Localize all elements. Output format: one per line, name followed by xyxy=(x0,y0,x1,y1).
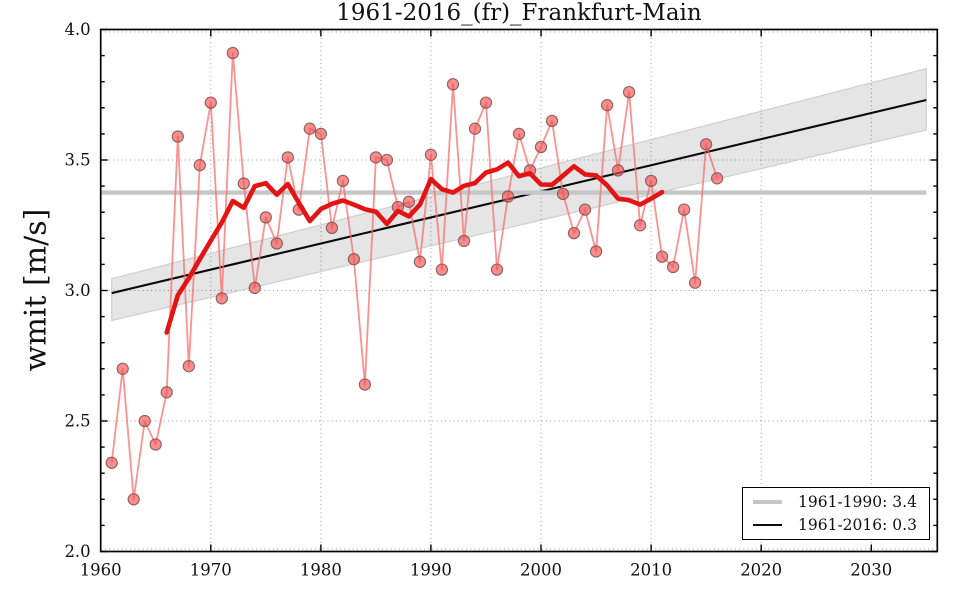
data-point xyxy=(116,362,129,375)
data-point xyxy=(380,153,394,167)
data-point xyxy=(402,195,416,208)
y-tick-label: 2.5 xyxy=(64,412,90,431)
x-tick-label: 1990 xyxy=(410,561,452,580)
data-point xyxy=(699,138,713,151)
data-point xyxy=(512,127,526,141)
data-point xyxy=(589,245,603,258)
data-point xyxy=(325,221,339,235)
data-point xyxy=(435,263,449,276)
data-point xyxy=(413,255,427,268)
data-point xyxy=(237,177,250,190)
data-point xyxy=(138,414,151,428)
data-point xyxy=(303,122,316,135)
x-tick-label: 2010 xyxy=(630,561,672,580)
data-point xyxy=(281,151,294,164)
data-point xyxy=(446,78,460,91)
data-point xyxy=(336,174,350,188)
x-tick-label: 2030 xyxy=(850,561,892,580)
y-tick-label: 4.0 xyxy=(64,20,90,39)
data-point xyxy=(710,172,724,185)
y-tick-label: 3.5 xyxy=(64,151,90,170)
data-point xyxy=(622,85,636,99)
data-point xyxy=(534,140,548,154)
data-point xyxy=(270,237,283,250)
data-point xyxy=(171,130,184,143)
data-point xyxy=(556,187,570,201)
data-point xyxy=(655,250,669,263)
trend-line xyxy=(111,98,927,295)
x-tick-label: 2000 xyxy=(520,561,562,580)
data-point xyxy=(600,99,614,112)
axis-ticks xyxy=(99,28,938,553)
chart-title: 1961-2016_(fr)_Frankfurt-Main xyxy=(336,0,702,26)
data-point xyxy=(248,281,261,295)
data-point xyxy=(545,114,559,128)
x-tick-label: 1960 xyxy=(80,561,122,580)
data-point xyxy=(633,219,647,232)
y-tick-label: 2.0 xyxy=(64,542,90,561)
data-point xyxy=(226,46,239,60)
data-point xyxy=(490,263,504,276)
legend-label-reference: 1961-1990: 3.4 xyxy=(798,493,917,511)
x-tick-labels: 1960 1970 1980 1990 2000 2010 2020 2030 xyxy=(80,561,893,580)
y-tick-label: 3.0 xyxy=(64,281,90,300)
data-point xyxy=(578,203,592,216)
data-point xyxy=(259,211,272,224)
data-point xyxy=(358,378,372,391)
x-tick-label: 2020 xyxy=(740,561,782,580)
annual-series-points xyxy=(105,46,724,506)
data-point xyxy=(567,226,581,240)
data-point xyxy=(369,151,383,164)
data-point xyxy=(644,174,658,188)
data-point xyxy=(127,493,140,506)
legend-item-trend: 1961-2016: 0.3 xyxy=(743,516,929,534)
x-tick-label: 1970 xyxy=(190,561,232,580)
data-point xyxy=(182,360,195,373)
data-point xyxy=(204,96,217,109)
data-point xyxy=(215,292,228,305)
legend: 1961-1990: 3.4 1961-2016: 0.3 xyxy=(742,487,930,540)
data-point xyxy=(677,203,691,216)
data-point xyxy=(666,260,680,274)
data-point xyxy=(105,456,118,469)
data-point xyxy=(424,148,438,161)
data-point xyxy=(457,234,471,248)
data-point xyxy=(149,438,162,451)
y-tick-labels: 2.0 2.5 3.0 3.5 4.0 xyxy=(64,20,90,561)
reference-line-swatch xyxy=(753,499,782,505)
data-point xyxy=(501,190,515,203)
data-point xyxy=(611,164,625,177)
trend-line-swatch xyxy=(753,523,782,527)
x-tick-label: 1980 xyxy=(300,561,342,580)
data-point xyxy=(314,127,328,141)
data-point xyxy=(160,386,173,399)
data-point xyxy=(193,159,206,172)
data-point xyxy=(688,276,702,289)
y-axis-label: wmit [m/s] xyxy=(18,208,54,372)
data-point xyxy=(468,122,482,135)
annual-series-line xyxy=(110,52,718,501)
legend-item-reference: 1961-1990: 3.4 xyxy=(743,493,929,511)
running-mean-line xyxy=(164,160,665,335)
data-point xyxy=(479,96,493,109)
data-point xyxy=(347,253,361,266)
legend-label-trend: 1961-2016: 0.3 xyxy=(798,516,917,534)
